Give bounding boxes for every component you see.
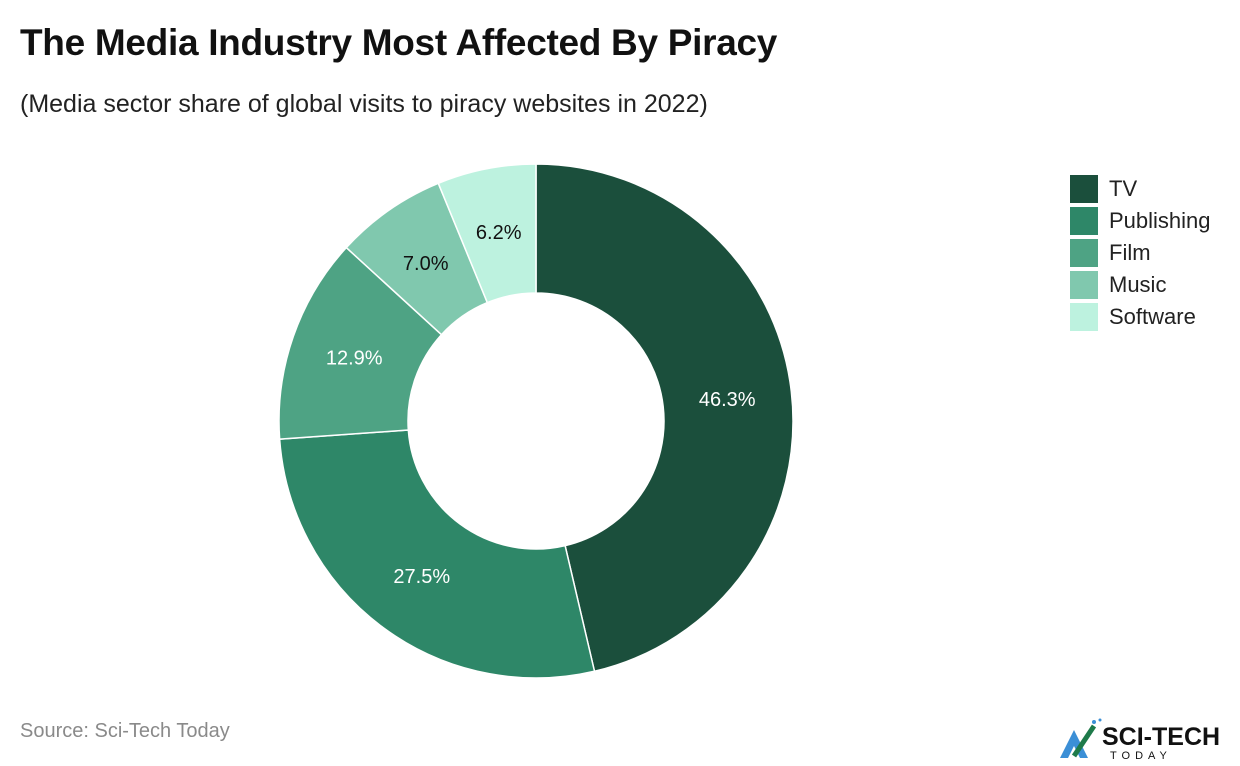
legend-swatch: [1070, 207, 1098, 235]
legend: TV Publishing Film Music Software: [1070, 173, 1211, 333]
legend-swatch: [1070, 303, 1098, 331]
legend-item-music: Music: [1070, 269, 1211, 301]
data-label-music: 7.0%: [403, 253, 449, 275]
sci-tech-today-logo: SCI-TECH TODAY: [1060, 718, 1220, 762]
legend-item-software: Software: [1070, 301, 1211, 333]
chart-title: The Media Industry Most Affected By Pira…: [20, 22, 778, 63]
slice-publishing: [278, 429, 596, 679]
legend-label: Publishing: [1109, 208, 1211, 233]
legend-label: Software: [1109, 304, 1196, 329]
legend-label: TV: [1109, 176, 1138, 201]
legend-item-publishing: Publishing: [1070, 205, 1211, 237]
svg-text:SCI-TECH: SCI-TECH: [1102, 723, 1220, 751]
slice-tv: [535, 163, 794, 673]
svg-text:TODAY: TODAY: [1110, 750, 1172, 762]
legend-item-tv: TV: [1070, 173, 1211, 205]
legend-label: Music: [1109, 272, 1167, 297]
legend-swatch: [1070, 239, 1098, 267]
data-label-software: 6.2%: [476, 222, 522, 244]
data-label-film: 12.9%: [326, 348, 383, 370]
data-label-publishing: 27.5%: [393, 566, 450, 588]
source-note: Source: Sci-Tech Today: [20, 720, 230, 742]
legend-item-film: Film: [1070, 237, 1211, 269]
legend-swatch: [1070, 271, 1098, 299]
data-label-tv: 46.3%: [699, 389, 756, 411]
chart-subtitle: (Media sector share of global visits to …: [20, 90, 708, 118]
legend-swatch: [1070, 175, 1098, 203]
slice-software: [437, 163, 537, 304]
legend-label: Film: [1109, 240, 1151, 265]
